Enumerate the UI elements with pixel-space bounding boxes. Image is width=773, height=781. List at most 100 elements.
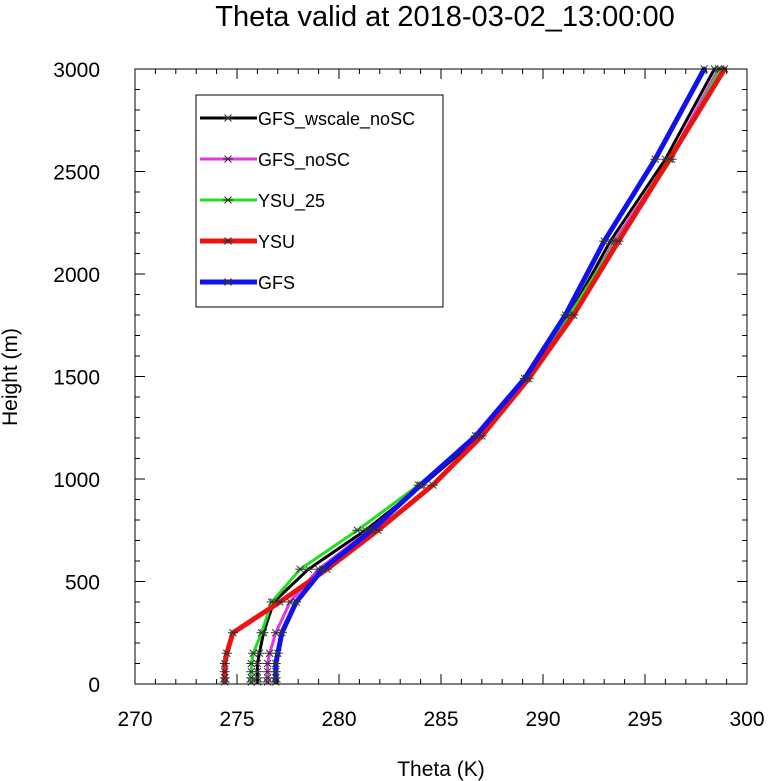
marker-bar <box>278 628 286 637</box>
marker-bar <box>255 649 264 658</box>
tick-layer: 270 275 280 285 290 295 3000500100015002000250… <box>53 59 764 731</box>
plot-frame <box>134 68 748 685</box>
data-point <box>650 155 661 164</box>
marker-bar <box>249 649 258 658</box>
marker-bar <box>428 481 437 490</box>
x-tick-label: 290 <box>525 708 560 731</box>
marker-bar <box>224 237 232 245</box>
marker-bar <box>477 432 486 440</box>
legend-entry: GFS_noSC <box>200 150 350 171</box>
marker-bar <box>665 155 674 164</box>
series-line <box>273 66 707 685</box>
legend-entry: YSU_25 <box>200 191 325 212</box>
series-line <box>249 67 722 684</box>
y-tick-label: 1500 <box>53 367 100 390</box>
data-point <box>270 667 281 676</box>
marker-bar <box>651 155 660 164</box>
marker-bar <box>253 673 262 682</box>
marker-bar <box>561 311 570 319</box>
data-point <box>276 628 287 637</box>
marker-bar <box>271 667 280 676</box>
marker-bar <box>271 628 280 637</box>
y-axis-label: Height (m) <box>0 328 22 426</box>
data-point <box>519 374 530 383</box>
y-tick-label: 500 <box>65 572 100 595</box>
data-point <box>272 649 283 658</box>
marker-bar <box>229 628 237 637</box>
data-point <box>219 659 230 668</box>
marker-bar <box>263 659 272 668</box>
data-point <box>227 628 238 637</box>
x-tick-label: 275 <box>219 708 254 731</box>
data-point <box>352 526 363 535</box>
marker-bar <box>614 237 623 246</box>
marker-bar <box>220 673 229 682</box>
data-point <box>415 481 426 490</box>
legend: GFS_wscale_noSC GFS_noSC YSU_25 YSU GFS <box>195 94 444 308</box>
data-point <box>291 598 302 606</box>
marker-bar <box>569 311 578 319</box>
marker-bar <box>304 565 313 574</box>
marker-bar <box>257 628 266 637</box>
data-point <box>560 311 571 319</box>
x-tick-label: 280 <box>321 708 356 731</box>
data-point <box>366 526 377 535</box>
y-tick-label: 2500 <box>53 162 100 185</box>
marker-bar <box>247 667 256 676</box>
data-point <box>270 659 281 668</box>
marker-bar <box>253 659 262 668</box>
data-point <box>599 237 610 246</box>
marker-bar <box>416 481 425 490</box>
marker-bar <box>271 659 280 668</box>
legend-label: YSU <box>258 232 295 252</box>
marker-bar <box>263 673 272 682</box>
marker-bar <box>471 432 480 440</box>
data-point <box>613 237 624 246</box>
marker-bar <box>247 659 256 668</box>
legend-entry: GFS_wscale_noSC <box>200 109 415 130</box>
marker-bar <box>296 565 305 574</box>
marker-bar <box>224 278 232 286</box>
data-point <box>219 667 230 676</box>
series-layer <box>219 65 730 686</box>
marker-bar <box>273 649 282 658</box>
x-tick-label: 270 <box>117 708 152 731</box>
data-point <box>470 432 481 440</box>
y-tick-label: 2000 <box>53 264 100 287</box>
legend-label: GFS_wscale_noSC <box>258 109 415 130</box>
marker-bar <box>520 374 529 383</box>
series-line <box>255 67 716 684</box>
data-point <box>248 649 259 658</box>
marker-bar <box>220 659 229 668</box>
data-point <box>221 649 232 658</box>
marker-bar <box>253 667 262 676</box>
marker-bar <box>263 667 272 676</box>
legend-label: GFS_noSC <box>258 150 350 171</box>
marker-bar <box>271 673 280 682</box>
marker-bar <box>247 673 256 682</box>
data-point <box>664 155 675 164</box>
marker-bar <box>292 598 301 606</box>
marker-bar <box>220 667 229 676</box>
legend-entry: GFS <box>200 273 295 293</box>
marker-bar <box>224 114 232 122</box>
data-point <box>427 481 438 490</box>
marker-bar <box>265 649 274 658</box>
marker-bar <box>267 598 276 606</box>
chart-title: Theta valid at 2018-03-02_13:00:00 <box>215 1 675 33</box>
data-point <box>246 667 257 676</box>
marker-bar <box>353 526 362 535</box>
series-group <box>219 65 730 686</box>
legend-label: GFS <box>258 273 295 293</box>
data-point <box>246 659 257 668</box>
marker-bar <box>286 598 294 606</box>
marker-bar <box>222 649 231 658</box>
marker-bar <box>224 196 232 204</box>
y-tick-label: 1000 <box>53 469 100 492</box>
marker-bar <box>224 155 232 163</box>
marker-bar <box>600 237 609 246</box>
data-point <box>219 673 230 682</box>
x-tick-label: 285 <box>423 708 458 731</box>
legend-entry: YSU <box>200 232 295 252</box>
